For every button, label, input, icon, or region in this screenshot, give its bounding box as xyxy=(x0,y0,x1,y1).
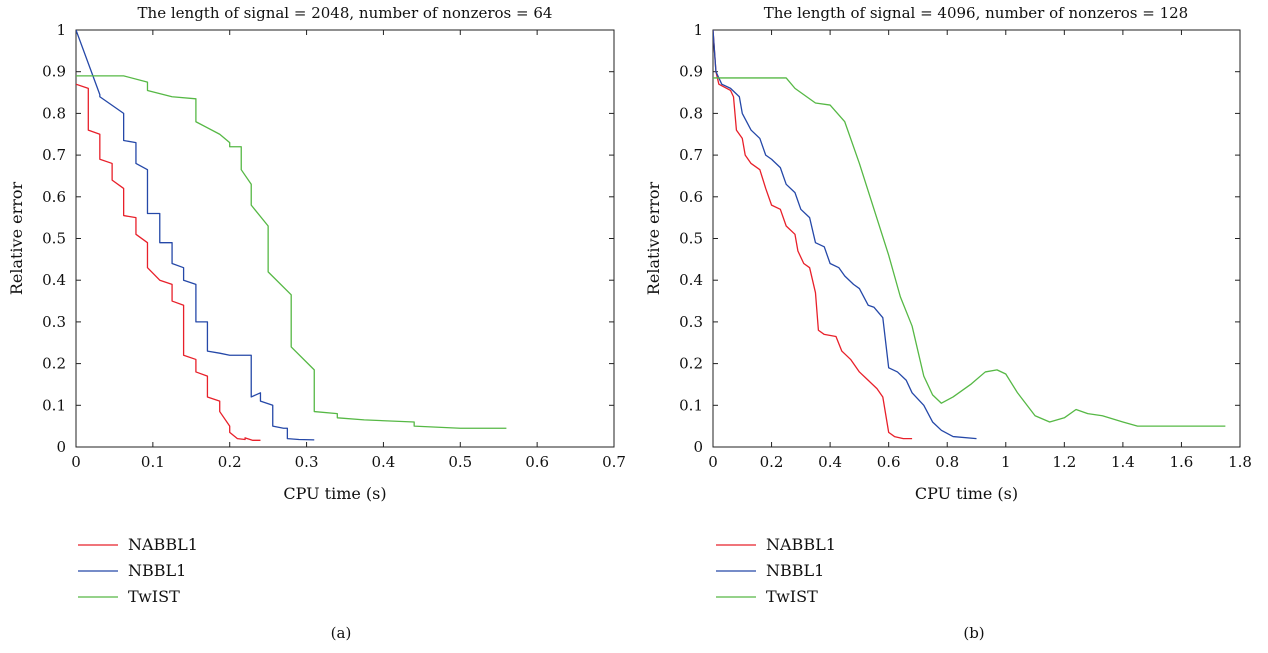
legend-label: NABBL1 xyxy=(128,535,198,554)
series-line-twist xyxy=(713,77,1226,427)
y-axis-label: Relative error xyxy=(644,181,663,295)
chart-title: The length of signal = 4096, number of n… xyxy=(764,4,1188,22)
series-line-twist xyxy=(76,75,507,429)
y-tick-label: 0.8 xyxy=(679,104,703,122)
x-tick-label: 0.4 xyxy=(371,453,395,471)
x-tick-label: 1.6 xyxy=(1170,453,1194,471)
x-tick-label: 0 xyxy=(71,453,81,471)
chart-panel: The length of signal = 2048, number of n… xyxy=(7,4,626,642)
x-tick-label: 0.4 xyxy=(818,453,842,471)
legend-label: TwIST xyxy=(766,587,818,606)
y-tick-label: 0.6 xyxy=(679,188,703,206)
x-tick-label: 0.3 xyxy=(295,453,319,471)
y-tick-label: 0.2 xyxy=(679,355,703,373)
x-tick-label: 0.6 xyxy=(877,453,901,471)
plot-frame xyxy=(712,29,1241,448)
y-tick-label: 0.5 xyxy=(42,230,66,248)
x-axis-label: CPU time (s) xyxy=(915,484,1018,503)
y-tick-label: 0.3 xyxy=(42,313,66,331)
y-tick-label: 0.7 xyxy=(679,146,703,164)
y-tick-label: 0.8 xyxy=(42,104,66,122)
legend-label: TwIST xyxy=(128,587,180,606)
y-tick-label: 1 xyxy=(693,21,703,39)
x-tick-label: 0 xyxy=(708,453,718,471)
x-axis-label: CPU time (s) xyxy=(283,484,386,503)
y-tick-label: 1 xyxy=(56,21,66,39)
x-tick-label: 1.8 xyxy=(1228,453,1252,471)
x-tick-label: 1.2 xyxy=(1052,453,1076,471)
y-tick-label: 0.7 xyxy=(42,146,66,164)
x-tick-label: 0.5 xyxy=(448,453,472,471)
y-tick-label: 0.2 xyxy=(42,355,66,373)
legend-label: NABBL1 xyxy=(766,535,836,554)
x-tick-label: 0.7 xyxy=(602,453,626,471)
legend-label: NBBL1 xyxy=(128,561,186,580)
series-line-nabbl1 xyxy=(76,83,261,441)
series-line-nbbl1 xyxy=(76,30,315,441)
y-tick-label: 0.1 xyxy=(679,396,703,414)
x-tick-label: 0.6 xyxy=(525,453,549,471)
series-group xyxy=(713,30,1226,440)
y-axis-label: Relative error xyxy=(7,181,26,295)
y-tick-label: 0.9 xyxy=(42,63,66,81)
x-tick-label: 1.4 xyxy=(1111,453,1135,471)
x-tick-label: 0.1 xyxy=(141,453,165,471)
y-tick-label: 0 xyxy=(56,438,66,456)
y-tick-label: 0.6 xyxy=(42,188,66,206)
y-tick-label: 0 xyxy=(693,438,703,456)
chart-panel: The length of signal = 4096, number of n… xyxy=(644,4,1252,642)
x-tick-label: 1 xyxy=(1001,453,1011,471)
panel-label: (a) xyxy=(331,624,352,642)
series-group xyxy=(76,30,507,441)
y-tick-label: 0.4 xyxy=(679,271,703,289)
y-tick-label: 0.3 xyxy=(679,313,703,331)
legend-label: NBBL1 xyxy=(766,561,824,580)
y-tick-label: 0.9 xyxy=(679,63,703,81)
x-tick-label: 0.2 xyxy=(218,453,242,471)
series-line-nbbl1 xyxy=(713,30,977,440)
chart-title: The length of signal = 2048, number of n… xyxy=(138,4,553,22)
y-tick-label: 0.5 xyxy=(679,230,703,248)
panel-label: (b) xyxy=(963,624,984,642)
series-line-nabbl1 xyxy=(713,30,913,440)
x-tick-label: 0.8 xyxy=(935,453,959,471)
y-tick-label: 0.1 xyxy=(42,396,66,414)
y-tick-label: 0.4 xyxy=(42,271,66,289)
x-tick-label: 0.2 xyxy=(760,453,784,471)
